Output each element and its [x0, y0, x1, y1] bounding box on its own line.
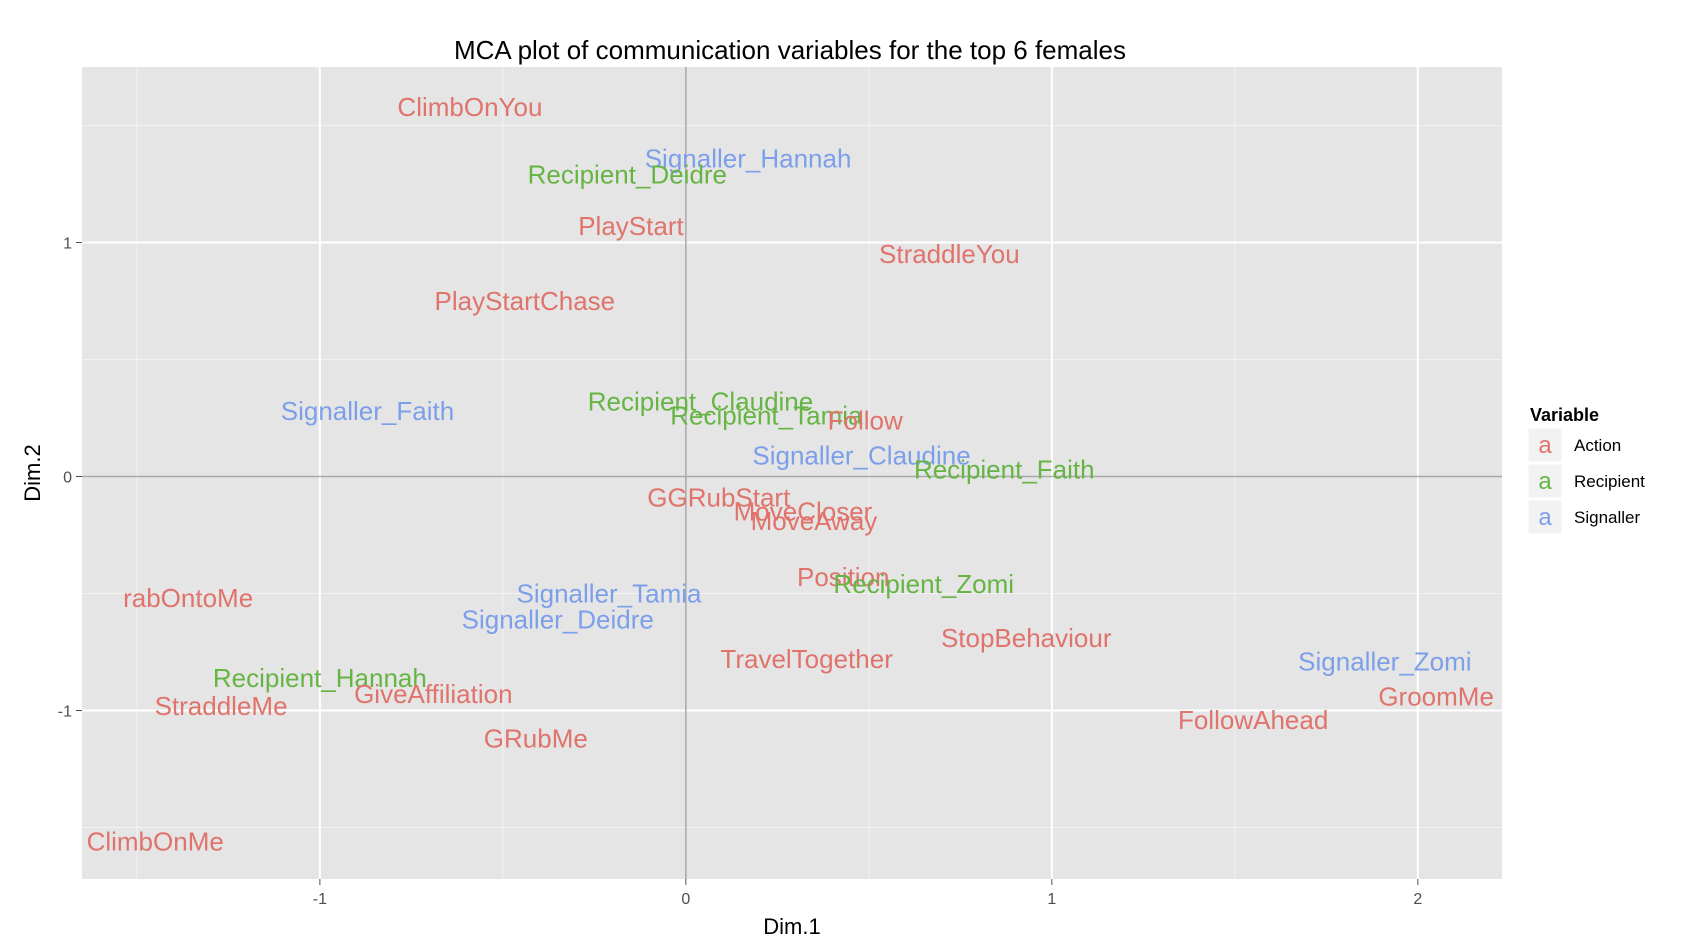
- y-axis-title: Dim.2: [20, 444, 45, 501]
- point-label-grubme: GRubMe: [484, 724, 588, 754]
- x-tick-label: 2: [1413, 891, 1422, 908]
- point-label-stopbehaviour: StopBehaviour: [941, 623, 1112, 653]
- point-label-giveaffiliation: GiveAffiliation: [354, 679, 513, 709]
- legend-key-recipient-label: Recipient: [1574, 472, 1645, 491]
- point-label-signaller-deidre: Signaller_Deidre: [462, 604, 654, 634]
- plot-panel: [82, 67, 1502, 879]
- legend: Variable a Action a Recipient a Signaller: [1527, 405, 1645, 535]
- legend-key-action-label: Action: [1574, 436, 1621, 455]
- point-label-climbonme: ClimbOnMe: [87, 827, 224, 857]
- point-label-recipient-zomi: Recipient_Zomi: [833, 569, 1014, 599]
- point-label-recipient-tamia: Recipient_Tamia: [670, 401, 863, 431]
- x-tick-label: -1: [313, 891, 327, 908]
- point-label-follow: Follow: [828, 405, 903, 435]
- axis-ticks: -1 0 1 2 -1 0 1: [58, 236, 1423, 908]
- point-labels: ClimbOnYou Signaller_HannahRecipient_Deid…: [87, 92, 1494, 857]
- chart-title: MCA plot of communication variables for …: [454, 35, 1126, 65]
- point-label-signaller-claudine: Signaller_Claudine: [752, 440, 970, 470]
- legend-key-action-glyph: a: [1538, 432, 1552, 459]
- minor-gridlines: [82, 67, 1502, 879]
- point-label-signaller-hannah: Signaller_Hannah: [645, 143, 852, 173]
- x-tick-label: 1: [1047, 891, 1056, 908]
- point-label-straddleme: StraddleMe: [155, 691, 288, 721]
- y-tick-label: 0: [63, 470, 72, 487]
- reference-lines: [82, 67, 1502, 879]
- point-label-climbonyou: ClimbOnYou: [397, 92, 542, 122]
- legend-title: Variable: [1530, 405, 1599, 425]
- point-label-straddleyou: StraddleYou: [879, 239, 1020, 269]
- point-label-playstartchase: PlayStartChase: [435, 286, 616, 316]
- legend-key-signaller-label: Signaller: [1574, 508, 1640, 527]
- legend-key-action-box: [1527, 427, 1563, 463]
- x-axis-title: Dim.1: [763, 914, 820, 939]
- point-label-rabontome: rabOntoMe: [123, 583, 253, 613]
- legend-key-signaller-box: [1527, 499, 1563, 535]
- point-label-recipient-claudine: Recipient_Claudine: [588, 387, 813, 417]
- point-label-position: Position: [797, 562, 890, 592]
- legend-key-signaller-glyph: a: [1538, 504, 1552, 531]
- x-tick-label: 0: [681, 891, 690, 908]
- point-label-recipient-faith: Recipient_Faith: [914, 454, 1095, 484]
- y-tick-label: 1: [63, 236, 72, 253]
- y-tick-label: -1: [58, 704, 72, 721]
- point-label-signaller-faith: Signaller_Faith: [281, 396, 454, 426]
- point-label-playstart: PlayStart: [578, 211, 684, 241]
- point-label-followahead: FollowAhead: [1178, 705, 1328, 735]
- point-label-traveltogether: TravelTogether: [720, 644, 893, 674]
- legend-key-recipient-box: [1527, 463, 1563, 499]
- point-label-ggrubstart: GGRubStart: [647, 483, 791, 513]
- point-label-recipient-hannah: Recipient_Hannah: [213, 663, 427, 693]
- point-label-groomme: GroomMe: [1378, 681, 1494, 711]
- point-label-signaller-tamia: Signaller_Tamia: [517, 579, 703, 609]
- major-gridlines: [82, 67, 1502, 879]
- point-label-movecloser: MoveCloser: [734, 497, 873, 527]
- point-label-recipient-deidre: Recipient_Deidre: [528, 160, 727, 190]
- point-label-moveaway: MoveAway: [751, 506, 878, 536]
- point-label-signaller-zomi: Signaller_Zomi: [1298, 646, 1471, 676]
- legend-key-recipient-glyph: a: [1538, 468, 1552, 495]
